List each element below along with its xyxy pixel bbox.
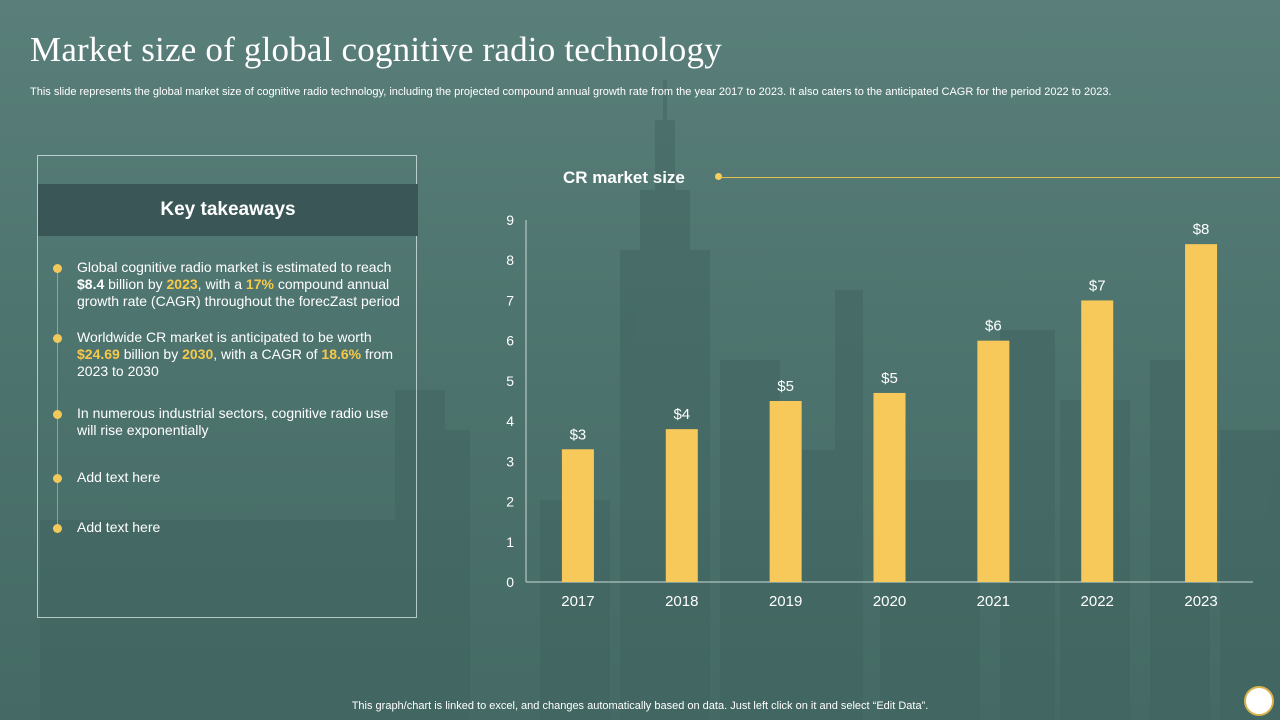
bar-2018 xyxy=(665,429,698,582)
bullet-dot-icon xyxy=(53,474,62,483)
corner-circle-decoration xyxy=(1244,686,1274,716)
takeaway-text-run: , with a CAGR of xyxy=(213,346,322,362)
takeaway-text: Add text here xyxy=(77,519,407,536)
y-tick-label: 0 xyxy=(506,574,514,590)
chart-title: CR market size xyxy=(563,168,685,187)
bar-2017 xyxy=(561,449,594,582)
key-takeaways-heading: Key takeaways xyxy=(38,184,418,236)
bullet-dot-icon xyxy=(53,334,62,343)
chart-title-rule xyxy=(722,177,1280,178)
bar-2019 xyxy=(769,401,802,582)
y-tick-label: 5 xyxy=(506,373,514,389)
takeaway-text-run: Global cognitive radio market is estimat… xyxy=(77,259,392,275)
y-tick-label: 3 xyxy=(506,453,514,469)
bar-2021 xyxy=(977,340,1010,582)
takeaways-timeline-line xyxy=(57,266,58,531)
takeaway-text: Worldwide CR market is anticipated to be… xyxy=(77,329,407,380)
bar-2023 xyxy=(1185,244,1218,582)
x-tick-label: 2017 xyxy=(561,593,594,610)
y-tick-label: 8 xyxy=(506,252,514,268)
data-label: $5 xyxy=(777,378,794,395)
highlight-text: 18.6% xyxy=(321,346,362,362)
x-tick-label: 2020 xyxy=(873,593,906,610)
key-takeaways-panel: Key takeaways Global cognitive radio mar… xyxy=(37,155,418,618)
highlight-text: $24.69 xyxy=(77,346,120,362)
y-tick-label: 9 xyxy=(506,212,514,228)
y-tick-label: 7 xyxy=(506,292,514,308)
slide-title: Market size of global cognitive radio te… xyxy=(30,30,722,69)
data-label: $4 xyxy=(673,406,690,423)
takeaway-text-run: billion by xyxy=(104,276,167,292)
takeaway-text-run: , with a xyxy=(197,276,246,292)
chart-title-dot xyxy=(715,173,722,180)
takeaway-text-run: In numerous industrial sectors, cognitiv… xyxy=(77,405,389,438)
bar-2022 xyxy=(1081,300,1114,582)
footer-note: This graph/chart is linked to excel, and… xyxy=(351,700,929,712)
y-tick-label: 4 xyxy=(506,413,514,429)
data-label: $6 xyxy=(985,318,1002,335)
bold-text: $8.4 xyxy=(77,276,105,292)
takeaway-text-run: compound annual growth rate (CAGR) throu… xyxy=(77,276,400,309)
data-label: $7 xyxy=(1089,277,1106,294)
highlight-text: 2023 xyxy=(166,276,198,292)
data-label: $5 xyxy=(881,370,898,387)
x-tick-label: 2023 xyxy=(1184,593,1217,610)
takeaway-text: Add text here xyxy=(77,469,407,486)
y-tick-label: 6 xyxy=(506,333,514,349)
highlight-text: 17% xyxy=(245,276,274,292)
takeaway-text: In numerous industrial sectors, cognitiv… xyxy=(77,405,407,439)
highlight-text: 2030 xyxy=(182,346,214,362)
cr-market-size-bar-chart[interactable]: 0 1 2 3 4 5 6 7 8 9 $3 2017 $4 2018 $5 2019 $5 2020 $6 2021… xyxy=(480,200,1270,620)
x-tick-label: 2019 xyxy=(769,593,802,610)
takeaway-text-run: Add text here xyxy=(77,469,161,485)
data-label: $8 xyxy=(1193,221,1210,238)
y-tick-label: 1 xyxy=(506,534,514,550)
takeaway-text-run: billion by xyxy=(119,346,183,362)
takeaway-text-run: Add text here xyxy=(77,519,161,535)
y-tick-label: 2 xyxy=(506,494,514,510)
takeaway-text-run: Worldwide CR market is anticipated to be… xyxy=(77,329,372,345)
takeaway-text: Global cognitive radio market is estimat… xyxy=(77,259,407,310)
slide-subtitle: This slide represents the global market … xyxy=(30,86,1112,98)
x-tick-label: 2018 xyxy=(665,593,698,610)
bullet-dot-icon xyxy=(53,524,62,533)
bar-2020 xyxy=(873,392,906,582)
bullet-dot-icon xyxy=(53,410,62,419)
bullet-dot-icon xyxy=(53,264,62,273)
data-label: $3 xyxy=(570,426,587,443)
x-tick-label: 2022 xyxy=(1081,593,1114,610)
takeaway-text-run: from 2023 to 2030 xyxy=(77,346,393,379)
x-tick-label: 2021 xyxy=(977,593,1010,610)
